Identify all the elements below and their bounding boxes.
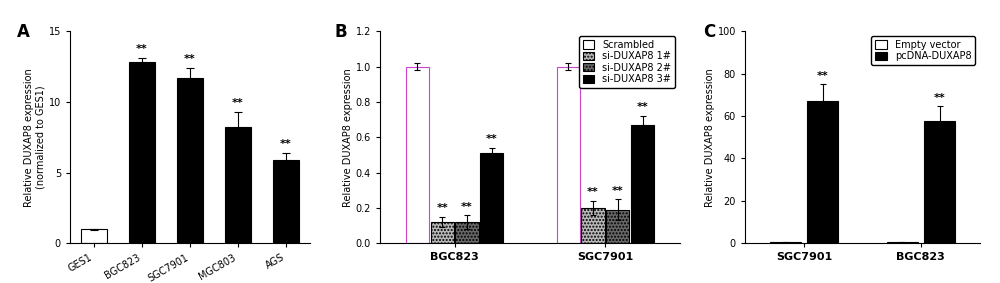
Bar [887, 242, 918, 243]
Text: **: ** [612, 186, 624, 196]
Bar [606, 210, 629, 243]
Text: **: ** [436, 203, 448, 213]
Bar [81, 229, 107, 243]
Text: **: ** [280, 139, 292, 149]
Text: **: ** [587, 187, 599, 198]
Bar [273, 160, 299, 243]
Text: **: ** [637, 102, 649, 112]
Bar [129, 62, 155, 243]
Legend: Scrambled, si-DUXAP8 1#, si-DUXAP8 2#, si-DUXAP8 3#: Scrambled, si-DUXAP8 1#, si-DUXAP8 2#, s… [579, 36, 675, 88]
Bar [431, 222, 454, 243]
Bar [406, 67, 429, 243]
Bar [557, 67, 580, 243]
Legend: Empty vector, pcDNA-DUXAP8: Empty vector, pcDNA-DUXAP8 [871, 36, 975, 65]
Text: **: ** [934, 93, 945, 103]
Bar [807, 101, 838, 243]
Y-axis label: Relative DUXAP8 expression
(normalized to GES1): Relative DUXAP8 expression (normalized t… [24, 68, 46, 207]
Bar [581, 208, 605, 243]
Text: **: ** [817, 71, 829, 81]
Bar [480, 153, 503, 243]
Y-axis label: Relative DUXAP8 expression: Relative DUXAP8 expression [343, 68, 353, 207]
Bar [770, 242, 801, 243]
Text: **: ** [232, 98, 244, 108]
Bar [455, 222, 479, 243]
Text: **: ** [136, 44, 148, 54]
Bar [924, 121, 955, 243]
Text: A: A [17, 23, 30, 41]
Bar [177, 78, 203, 243]
Y-axis label: Relative DUXAP8 expression: Relative DUXAP8 expression [705, 68, 715, 207]
Bar [225, 127, 251, 243]
Bar [631, 125, 654, 243]
Text: B: B [335, 23, 348, 41]
Text: **: ** [184, 54, 196, 65]
Text: **: ** [461, 201, 473, 211]
Text: C: C [703, 23, 715, 41]
Text: **: ** [486, 134, 498, 144]
